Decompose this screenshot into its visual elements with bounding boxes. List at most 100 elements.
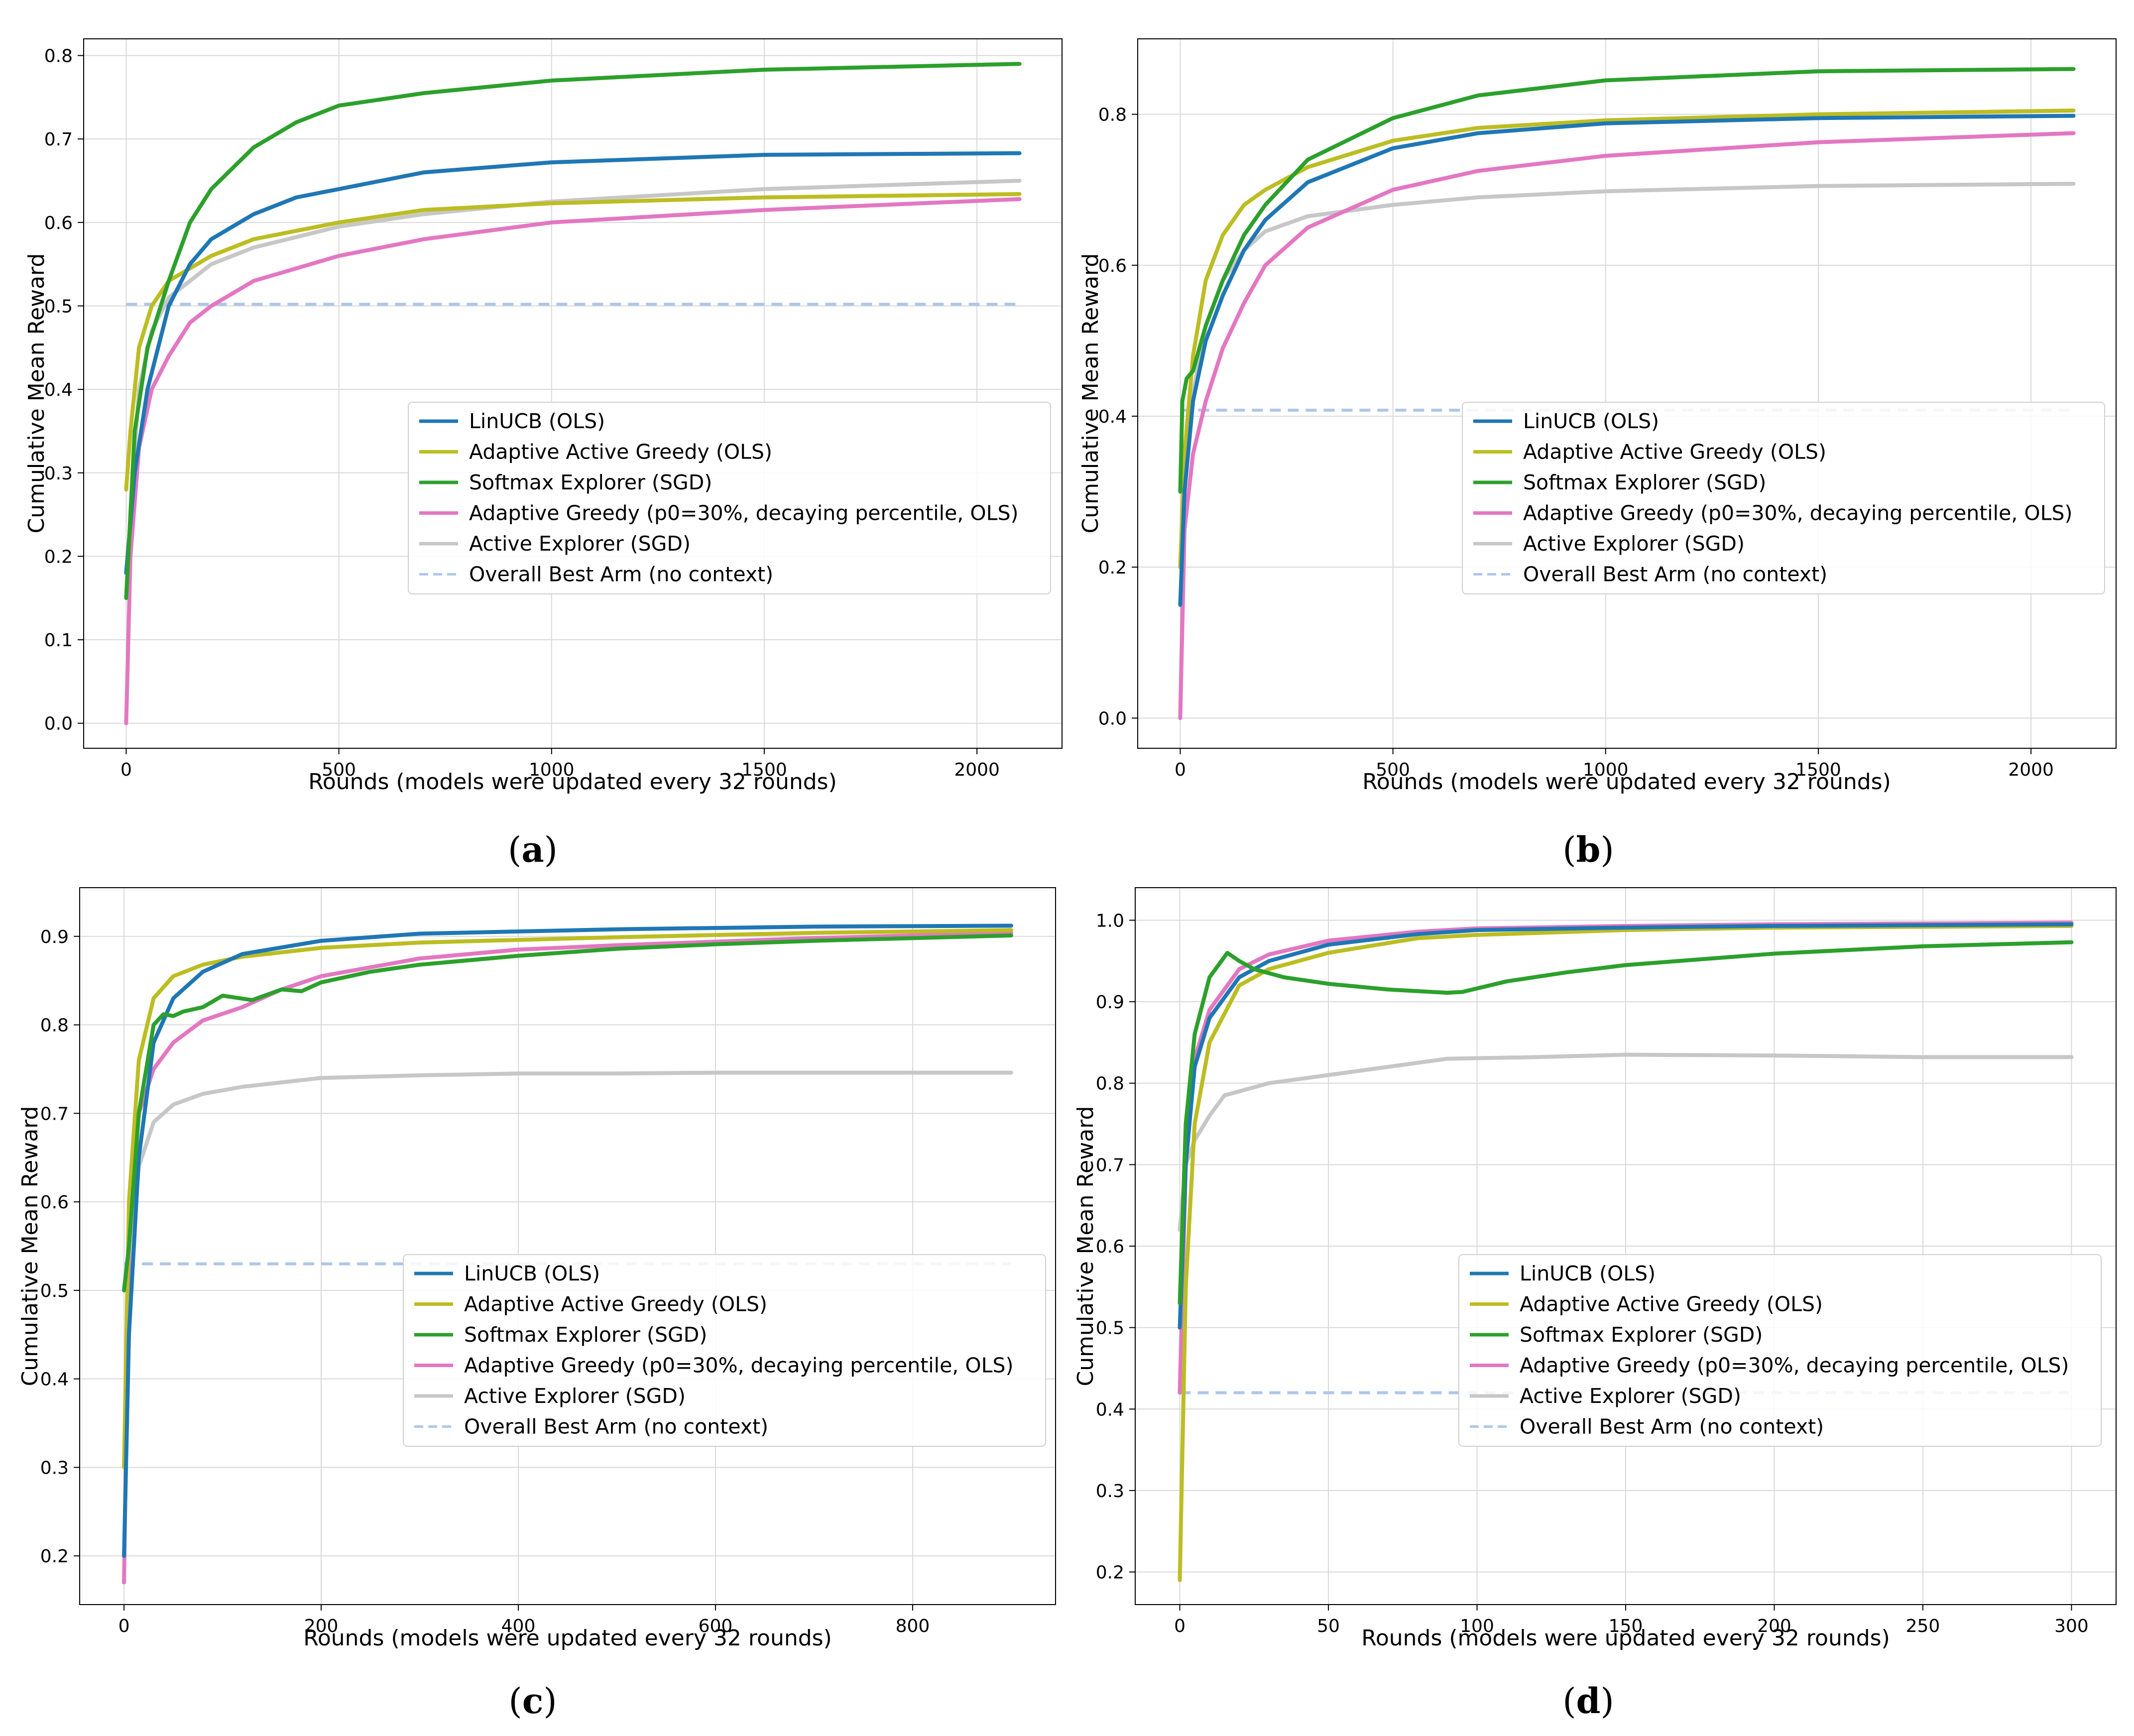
panel-a-ytick-label: 0.8: [44, 46, 73, 67]
panel-d-series-0-line: [1178, 922, 2074, 1330]
panel-d-xtick-label: 200: [1757, 1616, 1791, 1636]
panel-a-legend-box: [408, 402, 1051, 594]
panel-d-ytick-label: 0.6: [1096, 1237, 1124, 1257]
panel-d-ytick-label: 0.8: [1096, 1074, 1124, 1094]
panel-d-legend-label-3: Adaptive Greedy (p0=30%, decaying percen…: [1520, 1354, 2069, 1378]
panel-b-series-2-line: [1178, 67, 2076, 494]
panel-c-ytick-label: 0.4: [40, 1370, 69, 1390]
panel-c-ylabel: Cumulative Mean Reward: [17, 1106, 43, 1387]
panel-a-ticks: 0 500 1000 1500 2000 0.0 0.1 0.2 0.3 0.4 0.5 0.6 0.7…: [44, 46, 1000, 780]
panel-c-xtick-label: 400: [501, 1616, 536, 1636]
panel-c-legend-label-4: Active Explorer (SGD): [464, 1384, 686, 1408]
panel-a-legend-label-2: Softmax Explorer (SGD): [469, 470, 712, 494]
panel-b-xtick-label: 1500: [1795, 760, 1841, 780]
panel-c-xtick-label: 0: [119, 1616, 130, 1636]
panel-d-legend-label-5: Overall Best Arm (no context): [1520, 1415, 1824, 1439]
panel-d-legend-label-4: Active Explorer (SGD): [1520, 1384, 1741, 1408]
panel-a-legend: LinUCB (OLS) Adaptive Active Greedy (OLS)…: [408, 402, 1051, 594]
panel-c-xtick-label: 600: [699, 1616, 733, 1636]
panel-d-ytick-label: 0.5: [1096, 1318, 1124, 1339]
panel-d-series: [1178, 921, 2074, 1582]
panel-d-ytick-label: 0.9: [1096, 992, 1124, 1013]
panel-a-legend-label-1: Adaptive Active Greedy (OLS): [469, 440, 772, 464]
panel-a-ytick-label: 0.2: [44, 547, 73, 567]
panel-a-ytick-label: 0.0: [44, 714, 73, 734]
panel-b-xtick-label: 1000: [1583, 760, 1629, 780]
panel-c-ytick-label: 0.6: [40, 1192, 69, 1213]
panel-c-legend-label-3: Adaptive Greedy (p0=30%, decaying percen…: [464, 1354, 1014, 1378]
panel-c-ytick-label: 0.8: [40, 1016, 69, 1036]
panel-c-axes-frame: [79, 887, 1056, 1605]
panel-c-xtick-label: 200: [304, 1616, 339, 1636]
panel-b-legend-label-5: Overall Best Arm (no context): [1523, 563, 1827, 586]
panel-a-xtick-label: 500: [322, 760, 356, 780]
panel-b-xtick-label: 0: [1175, 760, 1186, 780]
panel-b-ylabel: Cumulative Mean Reward: [1078, 253, 1103, 534]
panel-c-ytick-label: 0.7: [40, 1104, 69, 1124]
panel-c-legend-label-0: LinUCB (OLS): [464, 1262, 600, 1285]
panel-a-legend-label-5: Overall Best Arm (no context): [469, 563, 773, 586]
panel-b-xtick-label: 2000: [2008, 760, 2054, 780]
panel-c-ytick-label: 0.9: [40, 927, 69, 947]
panel-d-xtick-label: 0: [1174, 1616, 1186, 1636]
panel-b-legend-label-4: Active Explorer (SGD): [1523, 532, 1745, 556]
panel-b-legend-label-3: Adaptive Greedy (p0=30%, decaying percen…: [1523, 501, 2073, 525]
panel-a-ytick-label: 0.5: [44, 296, 73, 317]
panel-a-ytick-label: 0.4: [44, 380, 73, 400]
panel-d-ytick-label: 0.7: [1096, 1155, 1124, 1175]
panel-b-ytick-label: 0.6: [1098, 256, 1127, 276]
panel-a-xtick-label: 0: [120, 760, 132, 780]
panel-d-legend: LinUCB (OLS) Adaptive Active Greedy (OLS)…: [1458, 1254, 2102, 1447]
panel-b-xlabel: Rounds (models were updated every 32 rou…: [1362, 769, 1891, 795]
panel-c-legend-label-1: Adaptive Active Greedy (OLS): [464, 1292, 767, 1316]
panel-d-ticks: 0 50 100 150 200 250 300 0.2 0.3 0.4 0.5 0.6 0.7 0.8 0…: [1096, 911, 2089, 1636]
panel-c-ytick-label: 0.3: [40, 1458, 69, 1478]
panel-d-xtick-label: 100: [1460, 1616, 1494, 1636]
panel-a-series: [124, 62, 1022, 725]
panel-a-ytick-label: 0.3: [44, 463, 73, 484]
panel-d-ytick-label: 0.3: [1096, 1481, 1124, 1502]
panel-b-ytick-label: 0.4: [1098, 407, 1127, 427]
caption-panel-b: (b): [1562, 829, 1614, 870]
panel-b-legend-label-2: Softmax Explorer (SGD): [1523, 470, 1766, 494]
panel-b-ticks: 0 500 1000 1500 2000 0.0 0.2 0.4 0.6 0.8: [1098, 105, 2054, 780]
panel-b-ytick-label: 0.8: [1098, 105, 1127, 125]
panel-a-legend-label-4: Active Explorer (SGD): [469, 532, 691, 556]
panel-a-legend-label-3: Adaptive Greedy (p0=30%, decaying percen…: [469, 501, 1019, 525]
panel-d-xtick-label: 300: [2054, 1616, 2089, 1636]
panel-a-legend-label-0: LinUCB (OLS): [469, 409, 605, 433]
panel-a-series-1-line: [124, 192, 1022, 492]
panel-d-xlabel: Rounds (models were updated every 32 rou…: [1361, 1625, 1890, 1651]
panel-d-legend-label-1: Adaptive Active Greedy (OLS): [1520, 1292, 1823, 1316]
panel-c-legend-box: [403, 1254, 1046, 1447]
panel-d-legend-label-0: LinUCB (OLS): [1520, 1262, 1656, 1285]
panel-b-legend-label-1: Adaptive Active Greedy (OLS): [1523, 440, 1826, 464]
caption-panel-a: (a): [508, 829, 558, 870]
panel-d: 0 50 100 150 200 250 300 0.2 0.3 0.4 0.5 0.6 0.7 0.8 0…: [1073, 887, 2117, 1651]
panel-d-xtick-label: 150: [1609, 1616, 1643, 1636]
panel-b-series-1-line: [1178, 109, 2076, 570]
panel-c-legend: LinUCB (OLS) Adaptive Active Greedy (OLS)…: [403, 1254, 1046, 1447]
panel-c-series: [122, 924, 1013, 1585]
panel-b: 0 500 1000 1500 2000 0.0 0.2 0.4 0.6 0.8 Rounds (…: [1078, 38, 2117, 795]
panel-a-xtick-label: 1000: [529, 760, 575, 780]
panel-a-series-2-line: [124, 62, 1022, 600]
panel-d-ytick-label: 1.0: [1096, 911, 1124, 931]
panel-d-xtick-label: 50: [1317, 1616, 1340, 1636]
panel-b-ytick-label: 0.2: [1098, 558, 1127, 578]
panel-d-legend-label-2: Softmax Explorer (SGD): [1520, 1323, 1763, 1347]
panel-c-xlabel: Rounds (models were updated every 32 rou…: [303, 1625, 832, 1651]
panel-c-ticks: 0 200 400 600 800 0.2 0.3 0.4 0.5 0.6 0.7 0.8 0.9: [40, 927, 930, 1636]
panel-d-legend-box: [1458, 1254, 2102, 1447]
panel-b-legend: LinUCB (OLS) Adaptive Active Greedy (OLS)…: [1462, 402, 2105, 594]
panel-a-ylabel: Cumulative Mean Reward: [24, 253, 49, 534]
panel-a-ytick-label: 0.6: [44, 213, 73, 233]
panel-d-series-1-line: [1178, 924, 2074, 1582]
caption-panel-c: (c): [508, 1680, 557, 1722]
panel-c-legend-label-5: Overall Best Arm (no context): [464, 1415, 768, 1439]
caption-panel-d: (d): [1562, 1680, 1614, 1722]
panel-a-xtick-label: 1500: [741, 760, 787, 780]
panel-d-xtick-label: 250: [1906, 1616, 1940, 1636]
panel-c-ytick-label: 0.2: [40, 1546, 69, 1567]
